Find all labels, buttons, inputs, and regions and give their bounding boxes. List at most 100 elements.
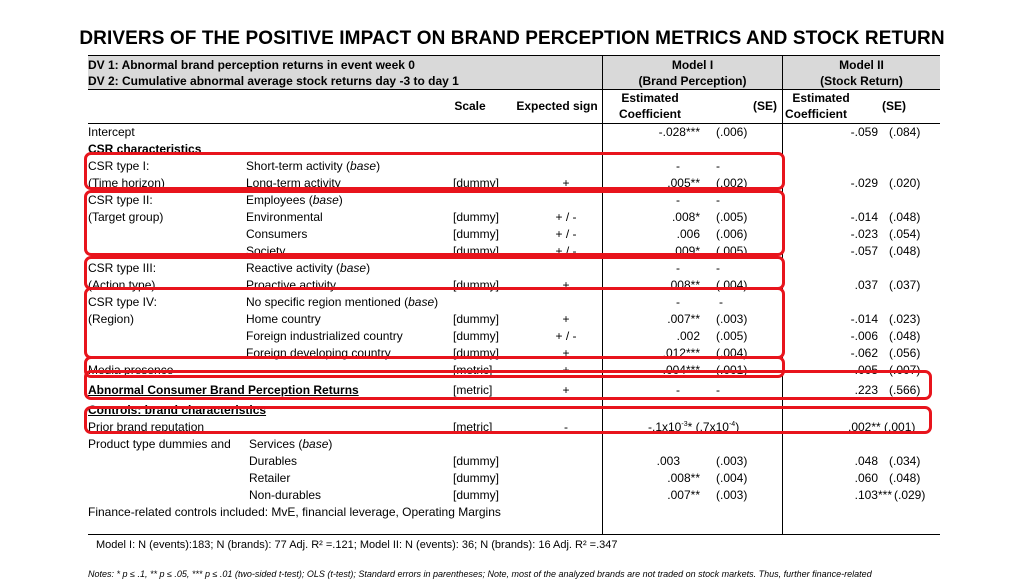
model1-divider (602, 55, 603, 534)
finance-controls-note: Finance-related controls included: MvE, … (88, 505, 501, 519)
dv2-label: DV 2: Cumulative abnormal average stock … (88, 74, 459, 88)
model1-name: Model I (671, 58, 714, 72)
csr2-group-label: CSR type II: (88, 193, 153, 207)
header-shade-model2 (783, 56, 940, 89)
csr1-base: Short-term activity (base) (246, 159, 381, 173)
csr4-base: No specific region mentioned (base) (246, 295, 439, 309)
csr2-item-m2-coef: -.057 (850, 244, 878, 258)
product-item-scale: [dummy] (453, 488, 500, 502)
csr4-base-m1-se: - (719, 295, 723, 309)
abcbpr-label: Abnormal Consumer Brand Perception Retur… (88, 383, 359, 397)
product-item-label: Retailer (249, 471, 291, 485)
csr2-base: Employees (base) (246, 193, 343, 207)
csr2-item-m1-se: (.005) (716, 210, 748, 224)
product-item-label: Non-durables (249, 488, 322, 502)
csr2-item-scale: [dummy] (453, 210, 500, 224)
csr2-base-m1-coef: - (676, 193, 680, 207)
csr4-item-label: Foreign industrialized country (246, 329, 403, 343)
product-item-m2-coef: .103*** (854, 488, 892, 502)
m2-se-header: (SE) (882, 99, 906, 113)
csr1-group-label: CSR type I: (88, 159, 150, 173)
csr4-item-m1-se: (.005) (716, 329, 748, 343)
csr4-item-m2-coef: -.062 (850, 346, 878, 360)
csr2-item-m2-se: (.048) (889, 210, 921, 224)
csr1-m1-se: (.002) (716, 176, 748, 190)
csr4-item-label: Home country (246, 312, 321, 326)
csr3-base: Reactive activity (base) (246, 261, 371, 275)
csr2-group-sub: (Target group) (88, 210, 164, 224)
product-item-m2-coef: .048 (854, 454, 878, 468)
product-item-m1-se: (.003) (716, 488, 748, 502)
csr1-group-sub: (Time horizon) (88, 176, 165, 190)
csr3-m2-coef: .037 (854, 278, 878, 292)
csr4-item-m1-coef: .002 (676, 329, 700, 343)
csr2-item-m2-coef: -.014 (850, 210, 878, 224)
product-item-m1-se: (.004) (716, 471, 748, 485)
csr4-group-label: CSR type IV: (88, 295, 157, 309)
csr1-m1-coef: .005** (667, 176, 700, 190)
highlight-abcbpr (84, 370, 932, 400)
intercept-m1-se: (.006) (716, 125, 748, 139)
product-item-m1-coef: .008** (667, 471, 700, 485)
notes: Notes: * p ≤ .1, ** p ≤ .05, *** p ≤ .01… (88, 569, 872, 579)
header-shade-model1 (603, 56, 782, 89)
highlight-csr-type-4 (84, 287, 785, 359)
product-item-scale: [dummy] (453, 471, 500, 485)
dv1-label: DV 1: Abnormal brand perception returns … (88, 58, 415, 72)
highlight-csr-type-3 (84, 256, 785, 290)
product-item-m2-coef: .060 (854, 471, 878, 485)
csr2-item-m2-se: (.048) (889, 244, 921, 258)
intercept-m2-se: (.084) (889, 125, 921, 139)
csr1-scale: [dummy] (453, 176, 500, 190)
abcbpr-m2-se: (.566) (889, 383, 921, 397)
prior-m2: .002** (.001) (848, 420, 916, 434)
csr4-item-m2-se: (.048) (889, 329, 921, 343)
m1-est-header-2: Coefficient (618, 107, 681, 121)
csr2-item-sign: + / - (555, 227, 577, 241)
csr1-base-m1-se: - (716, 159, 720, 173)
page-title: DRIVERS OF THE POSITIVE IMPACT ON BRAND … (79, 28, 945, 49)
csr3-m2-se: (.037) (889, 278, 921, 292)
csr2-base-m1-se: - (716, 193, 720, 207)
csr4-item-m1-coef: .007** (667, 312, 700, 326)
csr2-item-m1-coef: .006 (676, 227, 700, 241)
csr2-item-sign: + / - (555, 210, 577, 224)
csr3-base-m1-se: - (716, 261, 720, 275)
intercept-m1-coef: -.028*** (658, 125, 700, 139)
csr2-item-m2-coef: -.023 (850, 227, 878, 241)
csr4-item-scale: [dummy] (453, 329, 500, 343)
highlight-media-presence (84, 356, 785, 378)
prior-label: Prior brand reputation (88, 420, 205, 434)
product-item-m2-se: (.029) (894, 488, 926, 502)
csr1-m2-coef: -.029 (850, 176, 878, 190)
product-item-m1-se: (.003) (716, 454, 748, 468)
footer-rule (88, 534, 940, 535)
csr2-item-m1-se: (.006) (716, 227, 748, 241)
csr4-item-scale: [dummy] (453, 312, 500, 326)
prior-m1: -.1x10-3* (.7x10-4) (648, 420, 740, 434)
abcbpr-scale: [metric] (453, 383, 493, 397)
csr4-item-m2-se: (.056) (889, 346, 921, 360)
csr3-sign: + (562, 278, 570, 292)
intercept-label: Intercept (88, 125, 135, 139)
m1-est-header-1: Estimated (621, 91, 679, 105)
abcbpr-m1-coef: - (676, 383, 680, 397)
header-shade-dv (88, 56, 602, 89)
scale-header: Scale (454, 99, 486, 113)
header-rule-2 (88, 123, 940, 124)
product-item-scale: [dummy] (453, 454, 500, 468)
csr3-base-m1-coef: - (676, 261, 680, 275)
csr4-item-m1-se: (.003) (716, 312, 748, 326)
csr1-sign: + (562, 176, 570, 190)
table-top-rule (88, 55, 940, 56)
model2-name: Model II (839, 58, 884, 72)
highlight-prior-reputation (84, 406, 932, 434)
product-item-label: Durables (249, 454, 298, 468)
model2-sub: (Stock Return) (820, 74, 903, 88)
csr4-group-sub: (Region) (88, 312, 135, 326)
product-item-m1-coef: .007** (667, 488, 700, 502)
csr1-base-m1-coef: - (676, 159, 680, 173)
csr3-group-label: CSR type III: (88, 261, 157, 275)
csr2-item-label: Environmental (246, 210, 323, 224)
abcbpr-m2-coef: .223 (854, 383, 878, 397)
